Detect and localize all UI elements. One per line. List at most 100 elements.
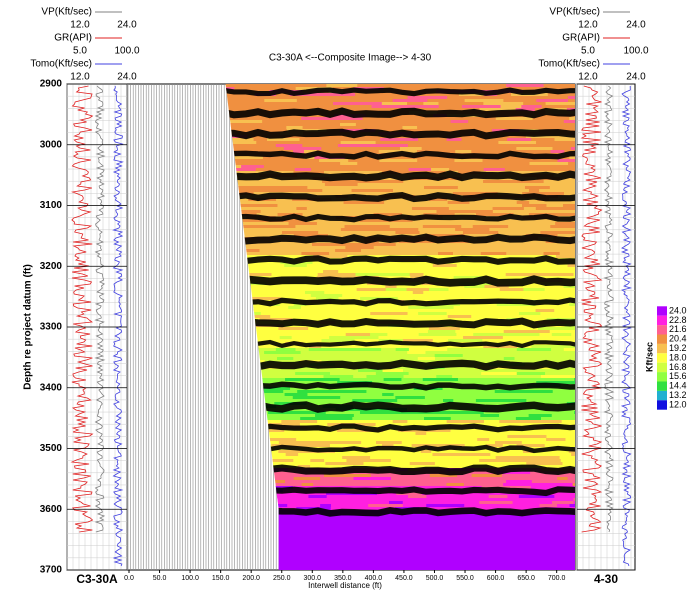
- image-cell: [353, 168, 393, 172]
- image-cell: [363, 417, 389, 421]
- image-cell: [358, 453, 400, 457]
- image-cell: [461, 138, 478, 142]
- image-cell: [505, 276, 529, 280]
- image-cell: [290, 255, 315, 259]
- image-cell: [320, 504, 333, 508]
- curve-min: 5.0: [581, 46, 595, 57]
- image-cell: [324, 561, 356, 565]
- image-cell: [271, 201, 300, 205]
- image-cell: [382, 393, 395, 397]
- image-cell: [479, 267, 503, 271]
- image-cell: [401, 213, 425, 217]
- image-cell: [377, 204, 415, 208]
- image-cell: [494, 546, 511, 550]
- y-tick-label: 3400: [40, 382, 63, 393]
- image-cell: [396, 558, 410, 562]
- image-cell: [353, 414, 395, 418]
- image-cell: [342, 456, 372, 460]
- image-cell: [314, 105, 343, 109]
- image-cell: [299, 93, 330, 97]
- image-cell: [423, 390, 456, 394]
- image-cell: [344, 354, 357, 358]
- image-cell: [374, 546, 405, 550]
- image-cell: [228, 120, 264, 124]
- image-cell: [361, 552, 393, 556]
- image-cell: [284, 393, 309, 397]
- image-cell: [375, 141, 414, 145]
- image-cell: [447, 564, 481, 568]
- image-cell: [516, 444, 546, 448]
- image-cell: [310, 369, 324, 373]
- image-cell: [225, 105, 241, 109]
- image-cell: [465, 501, 481, 505]
- image-cell: [257, 243, 277, 247]
- image-cell: [349, 525, 365, 529]
- image-cell: [561, 345, 576, 349]
- image-cell: [489, 438, 512, 442]
- image-cell: [534, 144, 569, 148]
- image-cell: [531, 345, 549, 349]
- image-cell: [526, 408, 546, 412]
- image-cell: [463, 291, 480, 295]
- curve-min: 12.0: [70, 72, 90, 83]
- image-cell: [544, 288, 568, 292]
- image-cell: [572, 105, 576, 109]
- image-cell: [546, 435, 576, 439]
- image-cell: [297, 543, 311, 547]
- image-cell: [506, 480, 533, 484]
- image-cell: [447, 96, 478, 100]
- image-cell: [285, 453, 300, 457]
- image-cell: [459, 456, 475, 460]
- image-cell: [305, 84, 328, 88]
- image-cell: [319, 159, 350, 163]
- image-cell: [292, 540, 322, 544]
- image-cell: [340, 123, 357, 127]
- image-cell: [506, 543, 522, 547]
- image-cell: [310, 459, 326, 463]
- image-cell: [487, 123, 516, 127]
- image-cell: [539, 123, 566, 127]
- image-cell: [416, 360, 448, 364]
- image-cell: [285, 378, 308, 382]
- image-cell: [471, 315, 504, 319]
- image-cell: [511, 393, 528, 397]
- image-cell: [380, 435, 410, 439]
- image-cell: [574, 567, 576, 570]
- image-cell: [372, 381, 407, 385]
- image-cell: [563, 531, 576, 535]
- image-cell: [232, 168, 257, 172]
- image-cell: [497, 222, 539, 226]
- image-cell: [288, 333, 323, 337]
- image-cell: [561, 549, 576, 553]
- image-cell: [330, 438, 361, 442]
- image-cell: [252, 357, 279, 361]
- image-cell: [430, 486, 469, 490]
- image-cell: [363, 462, 393, 466]
- image-cell: [285, 354, 318, 358]
- image-cell: [321, 396, 342, 400]
- image-cell: [236, 180, 251, 184]
- image-cell: [342, 108, 374, 112]
- image-cell: [361, 387, 392, 391]
- image-cell: [533, 285, 565, 289]
- image-cell: [296, 438, 332, 442]
- image-cell: [295, 372, 331, 376]
- image-cell: [283, 516, 317, 520]
- image-cell: [366, 222, 394, 226]
- image-cell: [552, 501, 575, 505]
- image-cell: [549, 186, 576, 190]
- image-cell: [490, 417, 507, 421]
- image-cell: [381, 456, 407, 460]
- image-cell: [278, 441, 303, 445]
- image-cell: [358, 201, 386, 205]
- image-cell: [275, 519, 300, 523]
- image-cell: [516, 477, 530, 481]
- image-cell: [369, 537, 407, 541]
- image-cell: [501, 393, 513, 397]
- image-cell: [434, 465, 460, 469]
- image-cell: [419, 231, 431, 235]
- image-cell: [367, 303, 399, 307]
- image-cell: [443, 399, 455, 403]
- image-cell: [225, 117, 240, 121]
- image-cell: [504, 180, 533, 184]
